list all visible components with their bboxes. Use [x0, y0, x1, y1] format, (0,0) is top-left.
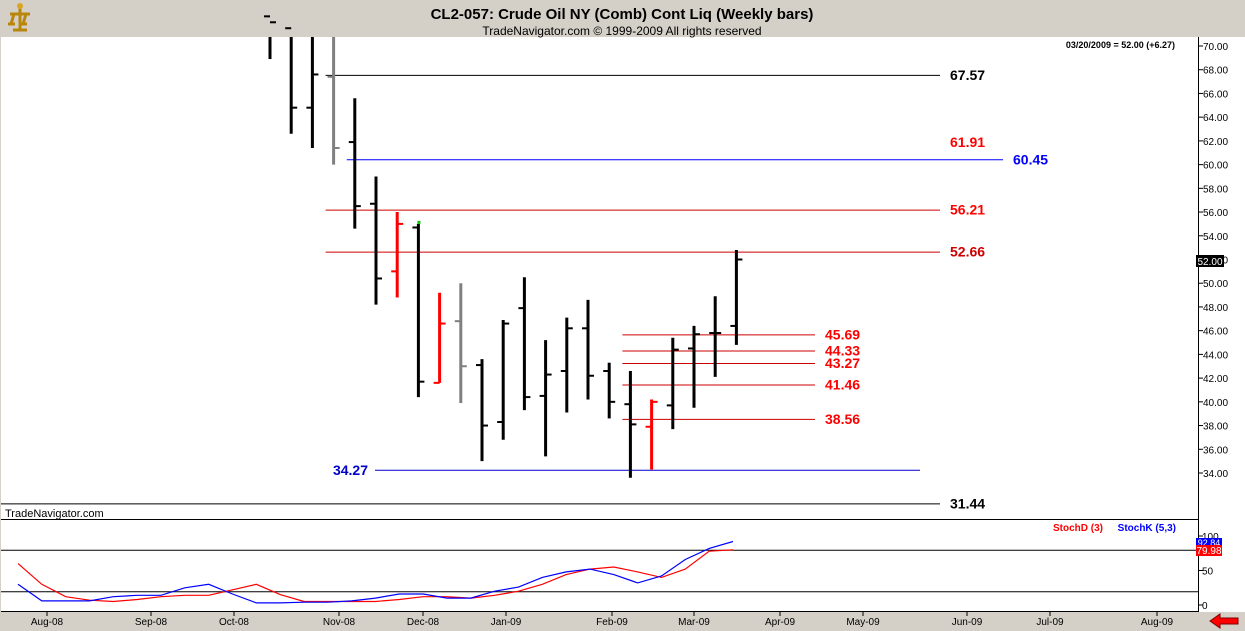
y-tick-label: 42.00: [1203, 374, 1228, 385]
stoch-series-line: [17, 549, 734, 603]
y-tick-label: 34.00: [1203, 469, 1228, 480]
ohlc-bar: [645, 399, 658, 470]
watermark-strip: [1, 507, 1198, 520]
ohlc-bar: [730, 250, 743, 345]
ohlc-bar: [391, 212, 404, 298]
level-label: 52.66: [950, 244, 985, 260]
x-tick-label: May-09: [846, 617, 880, 628]
chart-title: CL2-057: Crude Oil NY (Comb) Cont Liq (W…: [431, 6, 814, 23]
last-price-tag: 52.00: [1196, 255, 1224, 268]
y-tick-label: 70.00: [1203, 42, 1228, 53]
level-label: 67.57: [950, 67, 985, 83]
x-tick-label: Jul-09: [1036, 617, 1064, 628]
chart-copyright: TradeNavigator.com © 1999-2009 All right…: [482, 24, 761, 38]
level-label: 43.27: [825, 355, 860, 371]
trade-navigator-logo-icon: [4, 2, 36, 34]
stoch-series-line: [17, 540, 734, 604]
y-tick-label: 58.00: [1203, 184, 1228, 195]
y-tick-label: 46.00: [1203, 327, 1228, 338]
stoch-tick-label: 100: [1202, 532, 1219, 543]
stoch-k-value-tag: 92.84: [1196, 538, 1222, 548]
y-tick-label: 56.00: [1203, 208, 1228, 219]
ohlc-bar: [264, 15, 276, 60]
x-tick-label: Sep-08: [135, 617, 168, 628]
ohlc-bar: [603, 362, 616, 419]
ohlc-bar: [497, 319, 510, 440]
ohlc-bar: [688, 325, 700, 408]
level-label: 61.91: [950, 134, 985, 150]
svg-text:79.98: 79.98: [1196, 546, 1221, 557]
ohlc-bar: [709, 296, 722, 377]
legend-stoch-d: StochD (3): [1053, 523, 1103, 534]
legend-stoch-k: StochK (5,3): [1118, 523, 1176, 534]
signal-marker: [417, 220, 421, 224]
ohlc-bar: [306, 37, 319, 149]
ohlc-bar: [370, 176, 382, 305]
x-tick-label: Aug-09: [1141, 617, 1174, 628]
y-tick-label: 40.00: [1203, 398, 1228, 409]
ohlc-bar: [539, 340, 552, 457]
stoch-d-value-tag: 79.98: [1196, 545, 1222, 557]
scroll-left-arrow-icon[interactable]: [1208, 613, 1242, 629]
y-tick-label: 62.00: [1203, 137, 1228, 148]
y-tick-label: 48.00: [1203, 303, 1228, 314]
stoch-tick-label: 50: [1202, 567, 1214, 578]
ohlc-bar: [518, 277, 531, 411]
stoch-tick-label: 0: [1202, 601, 1208, 612]
ohlc-bar: [624, 370, 637, 478]
y-tick-label: 64.00: [1203, 113, 1228, 124]
x-tick-label: Dec-08: [407, 617, 440, 628]
y-tick-label: 60.00: [1203, 161, 1228, 172]
ohlc-bar: [327, 37, 340, 165]
level-label: 60.45: [1013, 151, 1048, 167]
level-label: 41.46: [825, 377, 860, 393]
ohlc-bar: [433, 292, 446, 384]
ohlc-bar: [348, 98, 361, 229]
x-tick-label: Jan-09: [491, 617, 522, 628]
watermark-text: TradeNavigator.com: [5, 508, 104, 520]
ohlc-bar: [454, 283, 467, 404]
last-price-label: 52.00: [1197, 257, 1222, 268]
x-tick-label: Aug-08: [31, 617, 64, 628]
price-panel: [1, 37, 1198, 507]
level-label: 31.44: [950, 495, 985, 511]
x-tick-label: Nov-08: [323, 617, 356, 628]
ohlc-bar: [666, 337, 679, 430]
y-axis-strip: [1199, 37, 1245, 612]
svg-text:92.84: 92.84: [1198, 538, 1221, 548]
ohlc-bar: [412, 223, 425, 398]
y-tick-label: 68.00: [1203, 66, 1228, 77]
ohlc-bar: [285, 27, 298, 134]
level-label: 44.33: [825, 342, 860, 358]
level-label: 34.27: [333, 462, 368, 478]
x-tick-label: Jun-09: [952, 617, 983, 628]
y-tick-label: 36.00: [1203, 445, 1228, 456]
ohlc-bar: [560, 317, 573, 413]
x-tick-label: Feb-09: [596, 617, 628, 628]
y-tick-label: 50.00: [1203, 279, 1228, 290]
x-tick-label: Oct-08: [219, 617, 249, 628]
date-price-readout: 03/20/2009 = 52.00 (+6.27): [1066, 40, 1175, 50]
level-label: 38.56: [825, 411, 860, 427]
y-tick-label: 54.00: [1203, 232, 1228, 243]
y-tick-label: 44.00: [1203, 350, 1228, 361]
stochastic-panel: [1, 520, 1198, 612]
level-label: 45.69: [825, 326, 860, 342]
x-tick-label: Apr-09: [765, 617, 795, 628]
x-tick-label: Mar-09: [678, 617, 710, 628]
y-tick-label: 38.00: [1203, 422, 1228, 433]
ohlc-bar: [582, 299, 594, 400]
ohlc-bar: [476, 359, 488, 462]
y-tick-label: 66.00: [1203, 89, 1228, 100]
level-label: 56.21: [950, 202, 985, 218]
